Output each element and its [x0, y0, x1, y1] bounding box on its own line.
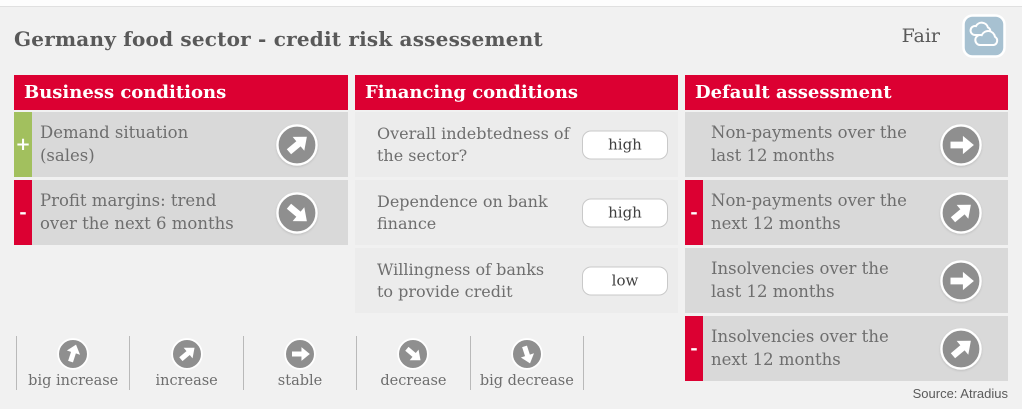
legend-label: big increase: [28, 373, 119, 389]
stable-arrow-icon: [940, 259, 982, 302]
row-label: Demand situation (sales): [40, 123, 189, 165]
increase-arrow-icon: [940, 327, 982, 370]
row-label: Non-payments over the next 12 months: [711, 191, 907, 233]
page-title: Germany food sector - credit risk assess…: [14, 27, 543, 51]
overall-rating: Fair: [902, 14, 1006, 58]
level-badge: high: [582, 130, 668, 159]
row-label: Willingness of banks to provide credit: [377, 260, 545, 301]
level-badge: low: [582, 266, 668, 295]
stable-arrow-icon: [940, 123, 982, 166]
minus-marker: -: [685, 180, 703, 245]
business-conditions-column: Business conditions + Demand situation (…: [14, 75, 348, 245]
rating-label: Fair: [901, 25, 940, 47]
row-insolvencies-last12: Insolvencies over the last 12 months: [685, 248, 1008, 313]
row-label: Overall indebtedness of the sector?: [377, 124, 570, 165]
default-assessment-column: Default assessment Non-payments over the…: [685, 75, 1008, 381]
minus-marker: -: [685, 316, 703, 381]
row-label: Insolvencies over the next 12 months: [711, 327, 889, 369]
decrease-arrow-icon: [397, 338, 430, 370]
business-conditions-header: Business conditions: [14, 75, 348, 110]
clouds-icon: [962, 14, 1006, 58]
default-assessment-header: Default assessment: [685, 75, 1008, 110]
minus-marker: -: [14, 180, 32, 245]
level-badge: high: [582, 198, 668, 227]
financing-conditions-header: Financing conditions: [355, 75, 678, 110]
row-label: Profit margins: trend over the next 6 mo…: [40, 191, 234, 233]
big-decrease-arrow-icon: [511, 338, 543, 370]
row-profit-margins: - Profit margins: trend over the next 6 …: [14, 180, 348, 245]
increase-arrow-icon: [276, 123, 318, 166]
legend-item-big-increase: big increase: [17, 336, 131, 390]
row-demand-situation: + Demand situation (sales): [14, 112, 348, 177]
increase-arrow-icon: [170, 338, 203, 370]
row-label: Dependence on bank finance: [377, 192, 548, 233]
big-increase-arrow-icon: [57, 338, 90, 370]
legend-item-big-decrease: big decrease: [471, 336, 585, 390]
legend-item-stable: stable: [244, 336, 358, 390]
decrease-arrow-icon: [276, 191, 318, 234]
plus-marker: +: [14, 112, 32, 177]
legend-label: decrease: [380, 373, 447, 389]
legend-item-increase: increase: [130, 336, 244, 390]
row-nonpayments-next12: - Non-payments over the next 12 months: [685, 180, 1008, 245]
legend-label: big decrease: [479, 373, 574, 389]
legend-label: stable: [277, 373, 323, 389]
top-strip: [0, 0, 1022, 7]
legend-item-decrease: decrease: [357, 336, 471, 390]
increase-arrow-icon: [940, 191, 982, 234]
financing-conditions-column: Financing conditions Overall indebtednes…: [355, 75, 678, 313]
stable-arrow-icon: [284, 338, 316, 370]
row-bank-dependence: Dependence on bank finance high: [355, 180, 678, 245]
source-attribution: Source: Atradius: [912, 386, 1008, 401]
row-label: Non-payments over the last 12 months: [711, 123, 907, 165]
trend-legend: big increase increase stable decrease bi…: [16, 336, 585, 390]
legend-label: increase: [155, 373, 218, 389]
row-nonpayments-last12: Non-payments over the last 12 months: [685, 112, 1008, 177]
row-label: Insolvencies over the last 12 months: [711, 259, 889, 301]
row-banks-willingness: Willingness of banks to provide credit l…: [355, 248, 678, 313]
row-overall-indebtedness: Overall indebtedness of the sector? high: [355, 112, 678, 177]
row-insolvencies-next12: - Insolvencies over the next 12 months: [685, 316, 1008, 381]
